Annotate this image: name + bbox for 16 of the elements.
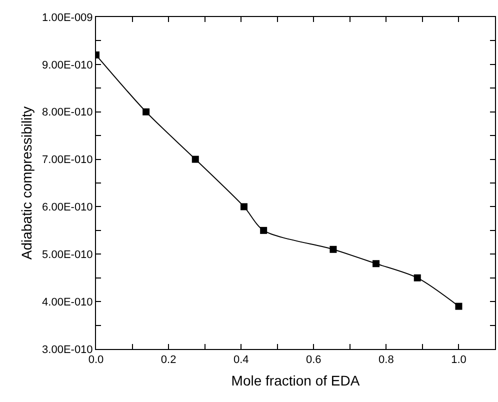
- x-axis-title: Mole fraction of EDA: [231, 372, 360, 388]
- x-tick-label: 0.8: [378, 354, 394, 366]
- x-tick-label: 0.0: [88, 354, 104, 366]
- y-tick-label: 9.00E-010: [42, 59, 93, 72]
- x-tick-label: 0.2: [160, 354, 176, 366]
- x-tick-label: 1.0: [451, 354, 466, 366]
- y-axis-title: Adiabatic compressibility: [18, 106, 35, 260]
- y-tick-label: 7.00E-010: [42, 154, 93, 166]
- y-tick-label: 5.00E-010: [42, 248, 93, 261]
- y-tick-label: 3.00E-010: [42, 344, 93, 356]
- y-tick-label: 8.00E-010: [42, 106, 93, 119]
- y-tick-label: 6.00E-010: [42, 202, 93, 214]
- x-tick-label: 0.4: [233, 354, 249, 366]
- y-tick-label: 4.00E-010: [42, 296, 93, 308]
- y-tick-label: 1.00E-009: [42, 12, 93, 24]
- x-tick-label: 0.6: [306, 354, 322, 366]
